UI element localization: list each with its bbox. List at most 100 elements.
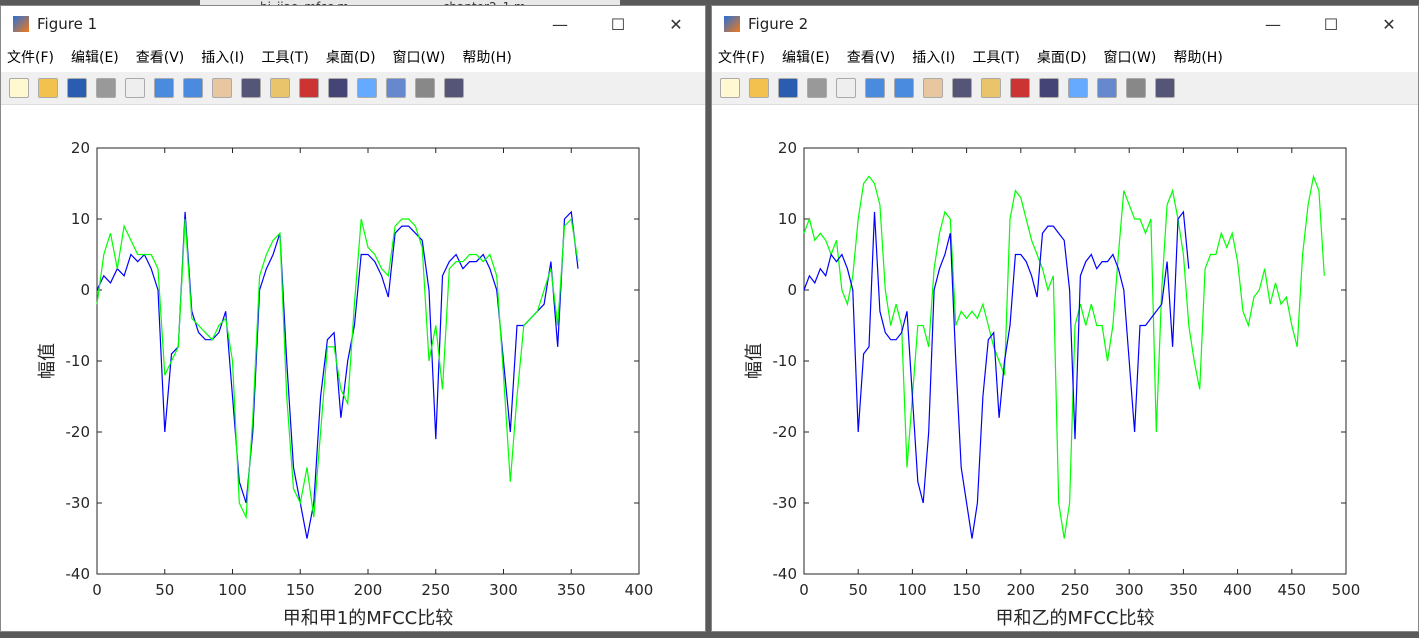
- y-tick-label: 10: [778, 210, 797, 228]
- app-icon: [724, 16, 740, 32]
- toolbar-button[interactable]: [865, 78, 885, 98]
- x-tick-label: 200: [1006, 581, 1035, 599]
- toolbar-button[interactable]: [952, 78, 972, 98]
- x-tick-label: 250: [421, 581, 450, 599]
- close-button[interactable]: ✕: [1382, 14, 1396, 34]
- x-tick-label: 450: [1277, 581, 1306, 599]
- menu-item[interactable]: 窗口(W): [392, 50, 446, 66]
- x-tick-label: 500: [1332, 581, 1361, 599]
- y-tick-label: 10: [71, 210, 90, 228]
- menu-item[interactable]: 插入(I): [201, 50, 245, 66]
- data-line: [803, 210, 1190, 539]
- toolbar-button[interactable]: [67, 78, 87, 98]
- toolbar-button[interactable]: [96, 78, 116, 98]
- toolbar: [1, 72, 705, 105]
- menu-item[interactable]: 文件(F): [7, 50, 54, 66]
- y-tick-label: -30: [773, 494, 798, 512]
- toolbar-button[interactable]: [154, 78, 174, 98]
- menu-item[interactable]: 帮助(H): [1173, 50, 1223, 66]
- toolbar-button[interactable]: [807, 78, 827, 98]
- menu-bar: 文件(F) 编辑(E) 查看(V) 插入(I) 工具(T) 桌面(D) 窗口(W) 帮助(H): [712, 42, 1418, 72]
- toolbar-button[interactable]: [183, 78, 203, 98]
- toolbar-button[interactable]: [894, 78, 914, 98]
- toolbar-button[interactable]: [299, 78, 319, 98]
- x-tick-label: 400: [1223, 581, 1252, 599]
- x-tick-label: 150: [286, 581, 315, 599]
- figure-window: Figure 2 — ☐ ✕ 文件(F) 编辑(E) 查看(V) 插入(I) 工具(T) 桌面(D…: [711, 5, 1419, 632]
- tab[interactable]: chapter2_1.m: [442, 0, 526, 8]
- title-bar: Figure 1 — ☐ ✕: [1, 6, 705, 42]
- toolbar-button[interactable]: [415, 78, 435, 98]
- toolbar-button[interactable]: [444, 78, 464, 98]
- toolbar-button[interactable]: [125, 78, 145, 98]
- figure-window: Figure 1 — ☐ ✕ 文件(F) 编辑(E) 查看(V) 插入(I) 工具(T) 桌面(D…: [0, 5, 706, 632]
- x-tick-label: 50: [155, 581, 174, 599]
- toolbar-button[interactable]: [1126, 78, 1146, 98]
- x-axis-label: 甲和甲1的MFCC比较: [283, 608, 453, 629]
- toolbar-button[interactable]: [241, 78, 261, 98]
- menu-item[interactable]: 查看(V): [135, 50, 185, 66]
- toolbar-button[interactable]: [923, 78, 943, 98]
- data-line: [96, 217, 579, 520]
- minimize-button[interactable]: —: [1265, 14, 1281, 34]
- y-tick-label: -30: [66, 494, 91, 512]
- toolbar-button[interactable]: [1155, 78, 1175, 98]
- menu-item[interactable]: 查看(V): [846, 50, 896, 66]
- y-tick-label: 20: [778, 139, 797, 157]
- menu-item[interactable]: 工具(T): [972, 50, 1020, 66]
- y-tick-label: -10: [66, 352, 91, 370]
- toolbar-button[interactable]: [1068, 78, 1088, 98]
- y-tick-label: 20: [71, 139, 90, 157]
- menu-item[interactable]: 编辑(E): [70, 50, 119, 66]
- maximize-button[interactable]: ☐: [610, 14, 626, 34]
- y-tick-label: 0: [787, 281, 797, 299]
- tab[interactable]: bi_jiao_mfcc.m: [260, 0, 349, 8]
- toolbar-button[interactable]: [270, 78, 290, 98]
- y-tick-label: -20: [66, 423, 91, 441]
- x-axis-label: 甲和乙的MFCC比较: [995, 608, 1154, 629]
- toolbar-button[interactable]: [1097, 78, 1117, 98]
- menu-item[interactable]: 编辑(E): [781, 50, 830, 66]
- title-bar: Figure 2 — ☐ ✕: [712, 6, 1418, 42]
- toolbar-button[interactable]: [749, 78, 769, 98]
- toolbar-button[interactable]: [778, 78, 798, 98]
- data-line: [803, 174, 1325, 539]
- x-tick-label: 100: [218, 581, 247, 599]
- plot-area: [803, 147, 1347, 575]
- window-controls: — ☐ ✕: [531, 15, 705, 34]
- x-tick-label: 400: [625, 581, 654, 599]
- toolbar-button[interactable]: [9, 78, 29, 98]
- x-tick-label: 250: [1061, 581, 1090, 599]
- menu-item[interactable]: 桌面(D): [325, 50, 376, 66]
- x-tick-label: 0: [799, 581, 809, 599]
- toolbar-button[interactable]: [386, 78, 406, 98]
- maximize-button[interactable]: ☐: [1323, 14, 1339, 34]
- y-tick-label: 0: [80, 281, 90, 299]
- y-tick-label: -40: [773, 565, 798, 583]
- toolbar-button[interactable]: [836, 78, 856, 98]
- toolbar-button[interactable]: [1039, 78, 1059, 98]
- menu-item[interactable]: 工具(T): [261, 50, 309, 66]
- menu-item[interactable]: 帮助(H): [462, 50, 512, 66]
- minimize-button[interactable]: —: [552, 14, 568, 34]
- x-tick-label: 200: [354, 581, 383, 599]
- x-tick-label: 350: [557, 581, 586, 599]
- window-controls: — ☐ ✕: [1244, 15, 1418, 34]
- menu-item[interactable]: 窗口(W): [1103, 50, 1157, 66]
- toolbar-button[interactable]: [328, 78, 348, 98]
- toolbar-button[interactable]: [981, 78, 1001, 98]
- toolbar-button[interactable]: [720, 78, 740, 98]
- toolbar-button[interactable]: [357, 78, 377, 98]
- menu-item[interactable]: 桌面(D): [1036, 50, 1087, 66]
- x-tick-label: 50: [849, 581, 868, 599]
- toolbar-button[interactable]: [212, 78, 232, 98]
- menu-item[interactable]: 插入(I): [912, 50, 956, 66]
- menu-item[interactable]: 文件(F): [718, 50, 765, 66]
- toolbar-button[interactable]: [38, 78, 58, 98]
- toolbar-button[interactable]: [1010, 78, 1030, 98]
- y-tick-label: -20: [773, 423, 798, 441]
- x-tick-label: 100: [898, 581, 927, 599]
- close-button[interactable]: ✕: [669, 14, 683, 34]
- window-title: Figure 1: [37, 15, 98, 33]
